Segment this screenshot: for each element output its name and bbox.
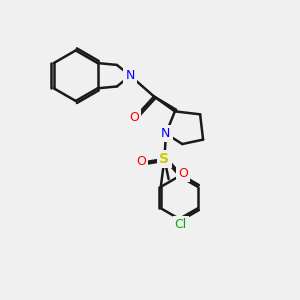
Text: O: O [178, 167, 188, 180]
Text: N: N [126, 69, 135, 82]
Text: Cl: Cl [175, 218, 187, 231]
Text: N: N [161, 127, 171, 140]
Text: O: O [129, 111, 139, 124]
Text: O: O [136, 155, 146, 168]
Text: S: S [159, 152, 170, 166]
